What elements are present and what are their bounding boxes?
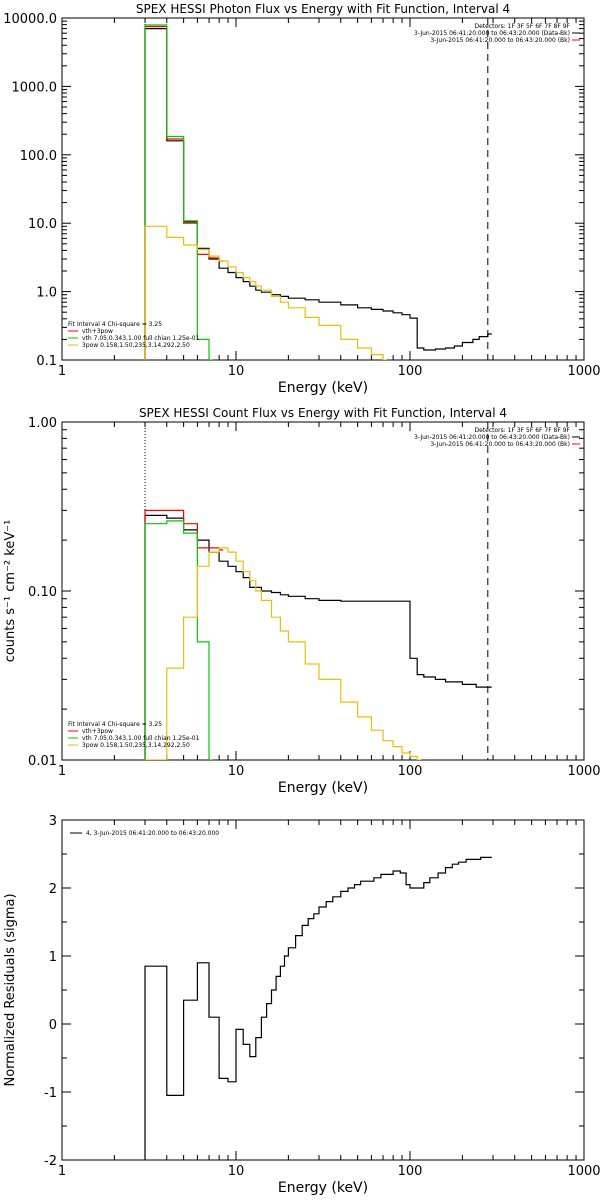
fit-legend-text: vth 7.05,0.343,1.00 full chian 1.25e-01 xyxy=(82,335,200,342)
series-line xyxy=(144,520,213,760)
x-tick-label: 1 xyxy=(58,364,66,379)
info-line: Detectors: 1F 3F 5F 6F 7F 8F 9F xyxy=(474,23,570,30)
y-tick-label: -2 xyxy=(44,1154,57,1169)
series-line xyxy=(144,225,387,360)
info-line: 3-Jun-2015 06:41:20.000 to 06:43:20.000 … xyxy=(414,434,570,441)
plot-frame xyxy=(61,421,585,761)
info-line: Detectors: 1F 3F 5F 6F 7F 8F 9F xyxy=(474,427,570,434)
y-tick-label: 10.0 xyxy=(28,217,57,232)
fit-legend-text: Fit Interval 4 Chi-square = 3.25 xyxy=(68,321,162,328)
x-tick-label: 1 xyxy=(58,764,66,779)
y-tick-label: 0.01 xyxy=(28,754,57,769)
x-axis-label: Energy (keV) xyxy=(278,780,368,796)
x-tick-label: 1000 xyxy=(567,1164,600,1179)
info-line: 3-Jun-2015 06:41:20.000 to 06:43:20.000 … xyxy=(414,30,570,37)
x-tick-label: 10 xyxy=(228,364,245,379)
series-line xyxy=(144,28,492,360)
x-tick-label: 100 xyxy=(398,364,423,379)
y-tick-label: 1 xyxy=(49,950,57,965)
x-tick-label: 1000 xyxy=(567,364,600,379)
x-axis-label: Energy (keV) xyxy=(278,380,368,396)
fit-legend-text: vth+3pow xyxy=(82,728,113,735)
fit-legend-text: 3pow 0.158,1.50,235,3.14,292,2.50 xyxy=(82,742,190,749)
series-line xyxy=(144,24,213,360)
chart-panel-3: 1 10 100 1000 Energy (keV) -2 -1 0 1 2 3 Normalized… xyxy=(3,814,600,1196)
series-line xyxy=(145,547,422,760)
chart-panel-1: SPEX HESSI Photon Flux vs Energy with Fi… xyxy=(3,2,600,396)
y-tick-label: 0 xyxy=(49,1018,57,1033)
chart-title: SPEX HESSI Photon Flux vs Energy with Fi… xyxy=(136,2,510,16)
plot-frame xyxy=(61,819,585,1161)
chart-title: SPEX HESSI Count Flux vs Energy with Fit… xyxy=(139,406,507,420)
y-tick-label: 3 xyxy=(49,814,57,829)
x-tick-label: 100 xyxy=(398,764,423,779)
y-tick-label: 10000.0 xyxy=(3,12,57,27)
y-tick-label: 1.0 xyxy=(36,286,57,301)
x-tick-label: 1 xyxy=(58,1164,66,1179)
fit-legend-text: 3pow 0.158,1.50,235,3.14,292,2.50 xyxy=(82,342,190,349)
fit-legend-text: vth+3pow xyxy=(82,328,113,335)
y-tick-label: 1.00 xyxy=(28,416,57,431)
fit-legend-text: Fit Interval 4 Chi-square = 3.25 xyxy=(68,721,162,728)
y-tick-label: 0.1 xyxy=(36,354,57,369)
y-axis-label: counts s⁻¹ cm⁻² keV⁻¹ xyxy=(3,520,18,663)
series-group xyxy=(144,856,492,1160)
y-tick-label: 0.10 xyxy=(28,585,57,600)
series-line xyxy=(144,856,492,1160)
x-tick-label: 1000 xyxy=(567,764,600,779)
x-tick-label: 10 xyxy=(228,764,245,779)
x-axis-label: Energy (keV) xyxy=(278,1180,368,1196)
series-group xyxy=(144,509,492,760)
x-tick-label: 100 xyxy=(398,1164,423,1179)
y-tick-label: 2 xyxy=(49,882,57,897)
y-tick-label: 100.0 xyxy=(20,149,57,164)
y-tick-label: 1000.0 xyxy=(12,80,58,95)
series-group xyxy=(144,24,492,360)
fit-legend-text: vth 7.05,0.343,1.00 full chian 1.25e-01 xyxy=(82,735,200,742)
info-line: 3-Jun-2015 06:41:20.000 to 06:43:20.000 … xyxy=(430,441,570,448)
chart-panel-2: SPEX HESSI Count Flux vs Energy with Fit… xyxy=(3,406,600,796)
y-tick-label: -1 xyxy=(44,1086,57,1101)
plot-frame xyxy=(61,17,585,361)
legend-text: 4, 3-Jun-2015 06:41:20.000 to 06:43:20.0… xyxy=(86,830,219,837)
x-tick-label: 10 xyxy=(228,1164,245,1179)
y-axis-label: Normalized Residuals (sigma) xyxy=(3,893,18,1086)
info-line: 3-Jun-2015 06:41:20.000 to 06:43:20.000 … xyxy=(430,37,570,44)
